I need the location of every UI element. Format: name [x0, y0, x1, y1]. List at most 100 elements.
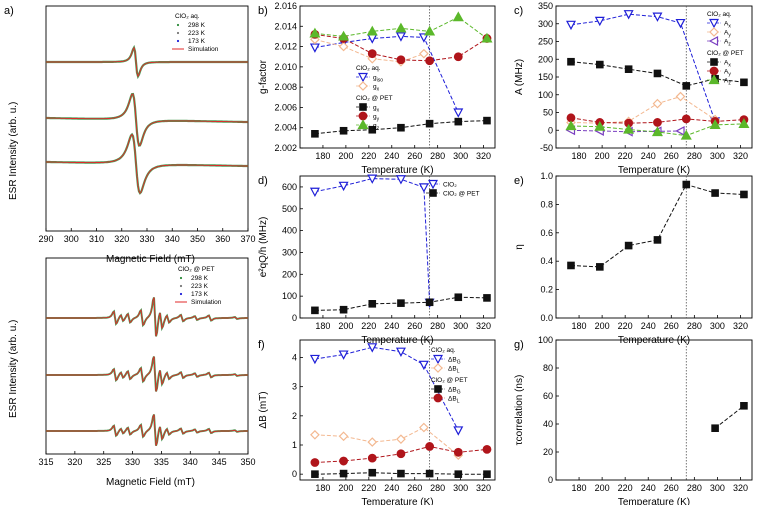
panel-b-frame [299, 5, 496, 149]
panel-c-label: c) [514, 5, 523, 17]
x-tick-label: 300 [710, 483, 725, 493]
legend-entry: Ax [724, 60, 731, 69]
x-tick-label: 220 [361, 483, 376, 493]
panel-g-frame [555, 339, 753, 481]
series-c-0 [565, 10, 721, 127]
legend-marker [433, 363, 443, 373]
legend-marker [710, 58, 718, 66]
legend-subscript: y [728, 33, 731, 39]
x-tick-label: 260 [407, 321, 422, 331]
legend-subscript: L [457, 399, 460, 405]
data-point [624, 241, 633, 250]
y-tick-label: 80 [543, 363, 553, 373]
data-point [675, 91, 686, 102]
x-tick-label: 200 [595, 321, 610, 331]
data-point [454, 470, 463, 478]
data-point [425, 56, 435, 66]
x-tick-label: 180 [572, 483, 587, 493]
data-point [311, 130, 319, 138]
legend-subscript: y [377, 117, 380, 123]
y-tick-label: 0 [292, 313, 297, 323]
x-tick-label: 345 [212, 457, 227, 467]
legend-entry: Simulation [188, 46, 219, 53]
data-point [368, 300, 377, 308]
y-tick-label: 2.010 [274, 62, 297, 72]
y-tick-label: 2 [292, 411, 297, 421]
legend-entry: Az [724, 39, 731, 48]
series-line [570, 95, 716, 124]
panel-f-label: f) [258, 339, 265, 351]
panel-d-ylabel: e²qQ/h (MHz) [258, 217, 269, 278]
data-point [565, 20, 576, 31]
data-point [396, 434, 406, 445]
panel-c: c) 180 200 220 240 260 280 300 320 -50 0 50 100 150 20… [514, 1, 753, 176]
x-tick-label: 320 [67, 457, 82, 467]
x-tick-label: 320 [476, 483, 491, 493]
legend-marker [358, 111, 368, 121]
x-tick-label: 320 [733, 151, 748, 161]
data-point [395, 347, 406, 357]
x-tick-label: 240 [641, 483, 656, 493]
data-point [338, 350, 349, 360]
data-point [339, 126, 348, 135]
legend-subscript: x [728, 24, 731, 30]
esr-trace-simulation [46, 297, 248, 337]
x-tick-label: 180 [315, 321, 330, 331]
data-point [651, 126, 663, 137]
panel-f-frame [299, 339, 496, 481]
legend-title: ClO₂ aq. [707, 11, 732, 18]
y-tick-label: 2.016 [274, 1, 297, 11]
legend-marker [359, 103, 367, 111]
data-point [567, 57, 575, 66]
data-point [396, 55, 406, 65]
data-point [309, 27, 321, 38]
legend-entry: ΔBL [448, 366, 460, 375]
legend-entry: ClO₂ @ PET [443, 191, 480, 198]
x-tick-label: 300 [710, 151, 725, 161]
panel-d-label: d) [258, 175, 268, 187]
y-tick-label: -50 [540, 143, 553, 153]
panel-e-frame [555, 175, 753, 319]
x-tick-label: 240 [384, 483, 399, 493]
legend-marker [176, 39, 180, 43]
legend-subscript: G [457, 390, 461, 396]
legend-entry: 173 K [191, 291, 209, 298]
x-tick-label: 290 [38, 234, 53, 244]
panel-a-bottom-frame [45, 257, 249, 455]
legend-entry: 298 K [188, 22, 206, 29]
data-point [454, 293, 463, 302]
series-d-1 [311, 293, 491, 315]
series-d-0 [309, 174, 435, 308]
x-tick-label: 280 [687, 483, 702, 493]
x-tick-label: 340 [165, 234, 180, 244]
series-line [314, 35, 459, 113]
legend-marker [708, 74, 720, 85]
x-tick-label: 370 [240, 234, 255, 244]
data-point [425, 298, 434, 307]
panel-d: d) 180 200 220 240 260 280 300 320 0 100 200 300 400 5… [258, 174, 496, 346]
x-tick-label: 220 [618, 321, 633, 331]
data-point [425, 119, 434, 128]
x-tick-label: 320 [476, 151, 491, 161]
legend-entry: 223 K [191, 283, 209, 290]
x-tick-label: 300 [64, 234, 79, 244]
legend-marker [176, 23, 180, 27]
x-tick-label: 200 [595, 151, 610, 161]
legend-entry: Az [724, 78, 731, 87]
y-tick-label: 200 [282, 269, 297, 279]
y-tick-label: 60 [543, 391, 553, 401]
y-tick-label: 150 [538, 72, 553, 82]
series-b-2 [311, 116, 491, 138]
legend-entry: gx [373, 84, 380, 93]
series-f-0 [309, 343, 464, 436]
panel-e-xlabel: Temperature (K) [618, 335, 690, 346]
x-tick-label: 180 [572, 321, 587, 331]
data-point [623, 123, 635, 134]
panel-a-top-traces [46, 44, 249, 195]
x-tick-label: 310 [89, 234, 104, 244]
panel-f-ylabel: ΔB (mT) [258, 391, 269, 428]
x-tick-label: 260 [664, 483, 679, 493]
